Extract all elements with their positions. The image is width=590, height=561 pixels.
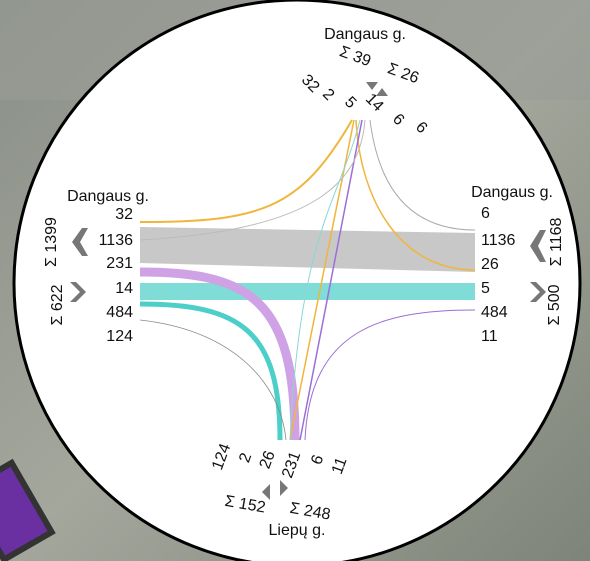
sum-label: Σ 1168 <box>548 218 565 267</box>
chevron <box>72 228 88 256</box>
flow-curve <box>139 319 287 441</box>
flow-curve <box>139 267 300 441</box>
flow-label: 6 <box>481 205 490 222</box>
diagram-circle <box>12 0 582 561</box>
sum-label: Σ 248 <box>288 500 331 524</box>
flow-curve <box>289 119 355 441</box>
flow-label: 231 <box>106 255 133 272</box>
flow-label: 1136 <box>481 232 516 249</box>
chevron <box>262 484 270 500</box>
flow-curve <box>139 119 353 223</box>
sum-label: Σ 622 <box>49 284 66 325</box>
flow-label: 26 <box>257 449 279 472</box>
sum-label: Σ 152 <box>223 493 266 517</box>
flow-label: 484 <box>106 304 133 321</box>
purple-marker <box>0 458 56 561</box>
flow-label: 14 <box>115 280 133 297</box>
flow-label: 11 <box>329 455 351 477</box>
chevron <box>366 82 378 90</box>
flow-label: 5 <box>481 280 490 297</box>
flow-curve <box>304 309 476 441</box>
flow-label: 26 <box>481 256 499 273</box>
chevrons <box>70 82 546 500</box>
flow-label: 124 <box>106 328 133 345</box>
street-name: Dangaus g. <box>471 184 553 201</box>
flow-curve <box>369 119 476 231</box>
flow-label: 484 <box>481 304 508 321</box>
chevron <box>530 230 546 262</box>
flow-label: 11 <box>481 328 498 345</box>
street-name: Liepų g. <box>269 522 326 539</box>
chevron <box>530 282 546 302</box>
chevron <box>280 480 288 496</box>
flow-label: 32 <box>115 206 133 223</box>
sum-label: Σ 500 <box>546 284 563 325</box>
chevron <box>70 282 86 302</box>
flow-curve <box>139 301 283 441</box>
flows <box>139 119 476 441</box>
flow-curve <box>289 119 361 441</box>
flow-band <box>140 227 475 272</box>
flow-curve <box>299 119 363 441</box>
street-name: Dangaus g. <box>67 188 149 205</box>
street-name: Dangaus g. <box>324 26 406 43</box>
flow-band <box>140 283 475 300</box>
flow-label: 1136 <box>99 232 134 249</box>
chevron <box>376 88 388 96</box>
sum-label: Σ 1399 <box>43 217 60 267</box>
flow-curve <box>139 119 366 241</box>
